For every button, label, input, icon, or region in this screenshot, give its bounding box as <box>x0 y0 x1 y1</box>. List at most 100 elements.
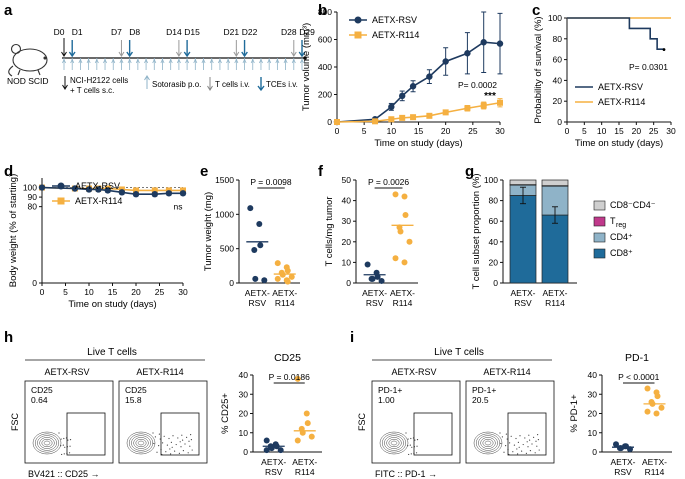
y-tick-label: 80 <box>28 202 38 212</box>
flow-title-r114: AETX-R114 <box>483 367 530 377</box>
flow-contour <box>386 437 402 449</box>
flow-event <box>525 452 528 454</box>
significance-stars: *** <box>484 91 496 102</box>
panel-label-i: i <box>350 329 354 346</box>
legend-label-r114: AETX-R114 <box>598 97 645 107</box>
day-label: D1 <box>72 27 83 37</box>
flow-gate-r114 <box>507 412 547 456</box>
y-axis-label: Tumor weight (mg) <box>203 192 214 271</box>
flow-contour <box>478 435 498 451</box>
timeline-day-labels: D0 D1 D7 D8 D14 D15 D21 D22 D28 D29 <box>54 27 316 37</box>
sotorasib-arrow <box>152 58 157 64</box>
flow-title-r114: AETX-R114 <box>136 367 183 377</box>
flow-event <box>170 453 172 455</box>
tce-injection-arrow <box>183 51 191 58</box>
data-point-rsv <box>263 437 270 444</box>
flow-event <box>536 445 538 447</box>
category-label: AETX- <box>542 288 567 298</box>
data-point-rsv <box>496 40 504 47</box>
category-label: AETX- <box>510 288 535 298</box>
y-tick-label: 10 <box>342 257 352 267</box>
tce-injection-arrow <box>241 51 248 58</box>
data-point-r114 <box>392 255 399 262</box>
flow-event <box>529 450 532 452</box>
data-point-r114 <box>334 119 340 125</box>
day-label: D28 <box>281 27 297 37</box>
flow-header: Live T cells <box>87 347 137 358</box>
sotorasib-arrow <box>234 58 239 64</box>
y-axis-label: T cells/mg tumor <box>324 196 335 266</box>
flow-contour <box>482 438 494 448</box>
legend-label-rsv: AETX-RSV <box>372 15 417 25</box>
category-label: AETX- <box>245 288 270 298</box>
flow-contour <box>39 437 55 449</box>
category-label: AETX- <box>292 457 317 467</box>
y-tick-label: 0 <box>327 117 332 127</box>
category-label: AETX- <box>390 288 415 298</box>
flow-event <box>517 441 520 443</box>
flow-y-label: FSC <box>10 412 20 431</box>
sotorasib-arrow <box>135 58 140 64</box>
x-tick-label: 0 <box>40 287 45 297</box>
flow-contour <box>41 438 53 448</box>
flow-contour <box>484 440 492 446</box>
flow-event <box>159 438 161 440</box>
data-point-r114 <box>294 375 301 382</box>
stacked-bar-segment <box>541 179 569 187</box>
data-point-rsv <box>263 447 270 454</box>
data-point-r114 <box>388 116 395 123</box>
flow-event <box>513 444 516 446</box>
data-point-rsv <box>399 92 406 100</box>
data-point-rsv <box>38 184 46 191</box>
flow-event <box>154 436 156 438</box>
flow-title-rsv: AETX-RSV <box>391 367 436 377</box>
flow-event <box>187 452 189 454</box>
sotorasib-arrow <box>226 58 231 64</box>
flow-x-label: FITC :: PD-1 → <box>375 469 437 479</box>
flow-event <box>61 453 63 456</box>
chart-title: PD-1 <box>625 352 649 364</box>
data-point-r114 <box>304 420 311 427</box>
y-tick-label: 60 <box>489 216 499 226</box>
data-point-r114 <box>410 114 417 121</box>
flow-gate-label-rsv: CD25 <box>31 385 53 395</box>
flow-event <box>405 432 407 434</box>
flow-event <box>512 451 514 453</box>
category-label: RSV <box>366 298 384 308</box>
data-point-rsv <box>151 191 158 198</box>
tce-injection-arrow <box>126 51 134 58</box>
flow-plot-frame-r114 <box>465 380 555 464</box>
legend-marker-rsv <box>57 182 65 190</box>
x-tick-label: 15 <box>414 126 424 136</box>
data-point-rsv <box>251 247 258 254</box>
flow-event <box>501 436 503 438</box>
mouse-icon <box>8 43 48 77</box>
flow-event <box>500 442 502 445</box>
y-axis-label: % PD-1+ <box>569 394 580 433</box>
flow-contour <box>131 435 151 451</box>
y-tick-label: 80 <box>553 34 563 44</box>
data-point-r114 <box>497 99 503 106</box>
sotorasib-arrow <box>209 58 214 64</box>
flow-event <box>172 435 174 437</box>
legend-tces-iv: TCEs i.v. <box>257 77 298 92</box>
data-point-r114 <box>399 114 406 121</box>
flow-event <box>515 437 517 440</box>
p-value: P = 0.0026 <box>368 177 409 187</box>
legend-swatch <box>593 216 606 227</box>
x-tick-label: 10 <box>84 287 94 297</box>
data-point-rsv <box>618 445 624 452</box>
category-label: RSV <box>249 298 267 308</box>
legend-label-subscript: reg <box>616 222 626 229</box>
series-line-r114 <box>336 101 501 123</box>
sotorasib-arrow <box>300 58 304 64</box>
legend-marker-r114 <box>354 31 362 39</box>
x-tick-label: 20 <box>632 126 642 136</box>
flow-gate-r114 <box>160 412 200 456</box>
data-point-r114 <box>284 278 291 285</box>
flow-gate-value-r114: 15.8 <box>125 395 142 405</box>
flow-event <box>58 432 60 434</box>
